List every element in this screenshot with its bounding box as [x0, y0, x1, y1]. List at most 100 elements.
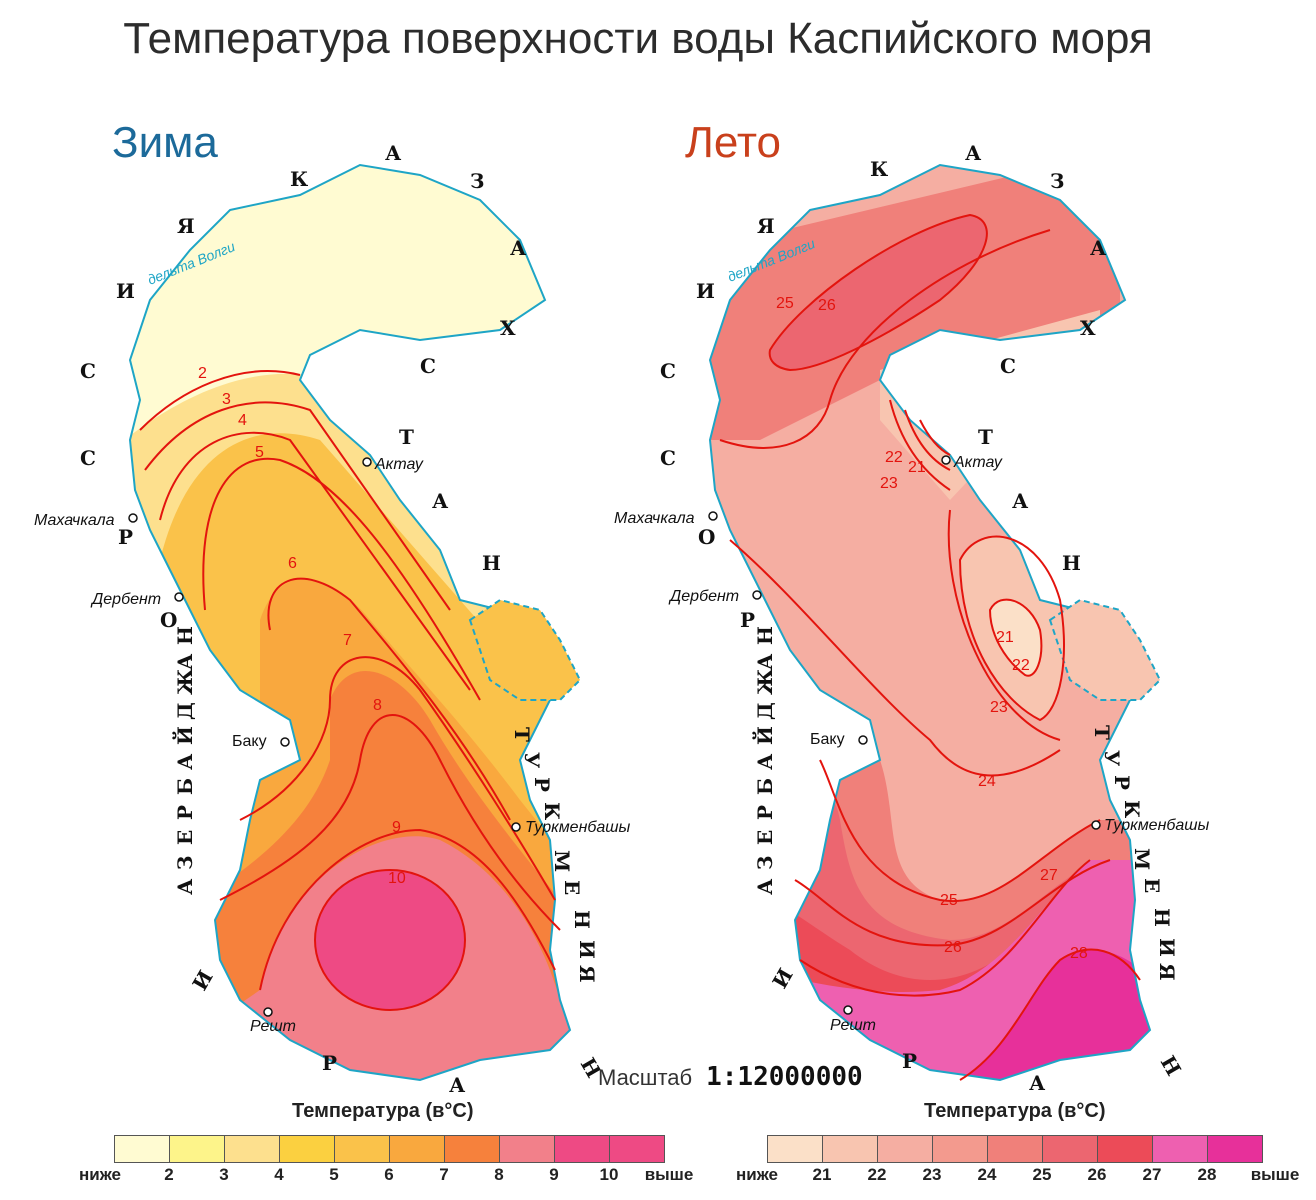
summer-isotherm-23-south — [947, 509, 1061, 741]
summer-turkmenistan-letters: Т У Р К М Е Н И Я — [1090, 725, 1179, 981]
svg-text:Р: Р — [530, 777, 554, 792]
summer-tick: 27 — [1142, 1165, 1162, 1184]
winter-iso-label-9: 9 — [392, 819, 401, 836]
svg-text:Н: Н — [570, 910, 594, 929]
svg-text:А: А — [449, 1073, 466, 1097]
summer-legend-swatch — [933, 1136, 988, 1162]
winter-iso-label-2: 2 — [198, 365, 207, 382]
svg-text:З: З — [173, 856, 197, 870]
summer-baku-marker — [858, 735, 868, 745]
summer-isotherm-25 — [719, 229, 1051, 449]
winter-iso-label-10: 10 — [388, 870, 406, 887]
winter-zone-above-10 — [315, 870, 465, 1010]
winter-iso-label-3: 3 — [222, 391, 231, 408]
svg-text:Я: Я — [1155, 963, 1179, 981]
summer-iso-label-23: 23 — [880, 475, 898, 492]
summer-iso-label-25: 25 — [776, 295, 794, 312]
svg-text:Н: Н — [753, 626, 777, 645]
summer-kara-bogaz-gol — [1048, 598, 1162, 701]
summer-tick: 21 — [812, 1165, 832, 1184]
svg-text:С: С — [80, 359, 96, 383]
svg-text:Х: Х — [1080, 316, 1096, 340]
summer-russia-letters: Р О С С И Я — [660, 214, 775, 632]
svg-text:З: З — [753, 856, 777, 870]
svg-text:Р: Р — [753, 805, 777, 820]
summer-legend-swatch — [1043, 1136, 1098, 1162]
winter-tick: 3 — [219, 1165, 229, 1184]
winter-azerbaijan-letters: О А З Е Р Б А Й Д Ж А Н — [160, 608, 197, 895]
svg-text:А: А — [1029, 1071, 1046, 1095]
svg-text:С: С — [420, 354, 436, 378]
winter-tick: 8 — [494, 1165, 504, 1184]
summer-legend-swatch — [1153, 1136, 1208, 1162]
winter-iso-label-8: 8 — [373, 697, 382, 714]
svg-text:А: А — [753, 653, 777, 670]
svg-text:К: К — [540, 802, 564, 820]
svg-text:Е: Е — [173, 830, 197, 845]
winter-isotherm-3 — [144, 401, 451, 611]
svg-text:А: А — [965, 141, 982, 165]
winter-iso-label-7: 7 — [343, 632, 352, 649]
winter-turkmenistan-letters: Т У Р К М Е Н И Я — [510, 727, 599, 983]
winter-legend-low: ниже — [78, 1165, 122, 1184]
summer-iso-label-21b: 21 — [996, 629, 1014, 646]
svg-text:С: С — [660, 359, 676, 383]
winter-legend-swatch — [555, 1136, 610, 1162]
summer-legend-swatch — [1208, 1136, 1262, 1162]
winter-aktau-label: Актау — [374, 456, 424, 473]
svg-text:И: И — [1155, 938, 1179, 957]
svg-text:М: М — [550, 850, 574, 872]
summer-tick: 25 — [1032, 1165, 1052, 1184]
summer-iso-label-21: 21 — [908, 459, 926, 476]
winter-isotherm-10 — [314, 869, 466, 1011]
winter-iso-label-4: 4 — [238, 412, 247, 429]
scale-value: 1:12000000 — [706, 1062, 863, 1092]
svg-text:О: О — [160, 608, 177, 632]
winter-isotherm-7 — [239, 656, 556, 901]
winter-tick: 6 — [384, 1165, 394, 1184]
winter-turkmenbashi-marker — [511, 822, 521, 832]
winter-isotherm-2 — [139, 370, 301, 431]
winter-map-title: Зима — [112, 118, 218, 167]
svg-text:Я: Я — [575, 965, 599, 983]
svg-text:С: С — [1000, 354, 1016, 378]
summer-isotherm-26-south — [794, 859, 1111, 947]
svg-text:И: И — [696, 279, 715, 303]
summer-iso-label-23b: 23 — [990, 699, 1008, 716]
winter-tick: 10 — [599, 1165, 619, 1184]
svg-text:Д: Д — [173, 702, 197, 720]
map-scale: Масштаб 1:12000000 — [598, 1062, 863, 1092]
summer-zone-21-south — [990, 599, 1042, 676]
winter-legend-bar — [114, 1135, 665, 1163]
winter-aktau-marker — [362, 457, 372, 467]
summer-resht-marker — [843, 1005, 853, 1015]
summer-isotherm-22-north — [904, 409, 951, 471]
winter-derbent-label: Дербент — [90, 591, 161, 608]
svg-text:Й: Й — [171, 726, 197, 745]
summer-tick: 23 — [922, 1165, 942, 1184]
page-title: Температура поверхности воды Каспийского… — [123, 14, 1153, 63]
svg-text:Н: Н — [173, 626, 197, 645]
summer-legend-bar — [767, 1135, 1263, 1163]
winter-kara-bogaz-gol — [468, 598, 582, 701]
summer-resht-label: Решт — [830, 1017, 876, 1034]
svg-text:Т: Т — [1090, 725, 1114, 740]
winter-derbent-marker — [174, 592, 184, 602]
summer-legend-swatch — [768, 1136, 823, 1162]
summer-legend-swatch — [878, 1136, 933, 1162]
svg-text:С: С — [80, 446, 96, 470]
summer-isotherm-25-south — [819, 759, 1101, 903]
svg-text:С: С — [660, 446, 676, 470]
svg-text:Б: Б — [753, 778, 777, 795]
svg-text:З: З — [1050, 169, 1064, 193]
svg-text:Т: Т — [978, 425, 993, 449]
summer-isotherm-21-south — [988, 598, 1043, 677]
winter-tick: 5 — [329, 1165, 339, 1184]
summer-map: 21 22 23 24 25 26 27 28 21 22 23 25 26 д… — [614, 141, 1210, 1095]
winter-isotherm-4 — [159, 431, 471, 691]
svg-text:Р: Р — [173, 805, 197, 820]
svg-text:Н: Н — [482, 551, 501, 575]
svg-text:Ж: Ж — [173, 668, 197, 695]
winter-tick: 4 — [274, 1165, 284, 1184]
svg-text:Н: Н — [1156, 1052, 1186, 1080]
